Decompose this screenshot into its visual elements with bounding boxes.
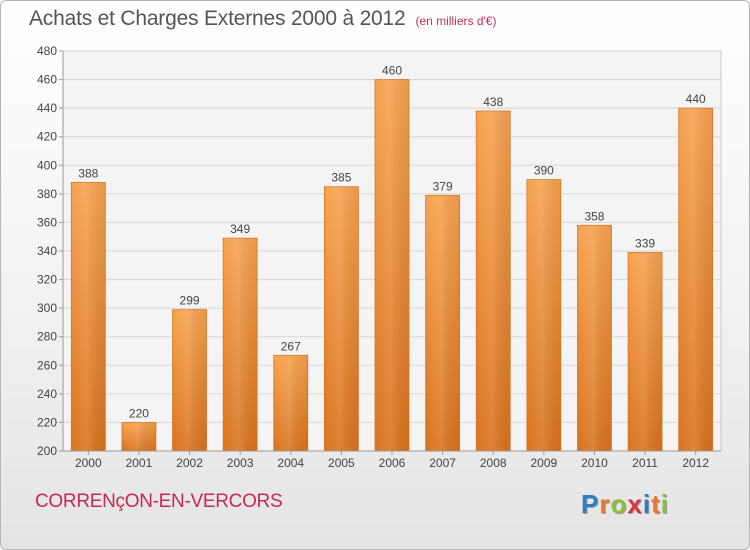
x-tick-label: 2011 (632, 456, 658, 470)
proxiti-logo: Proxiti (581, 489, 669, 520)
logo-letter: r (599, 489, 611, 519)
x-tick-label: 2002 (176, 456, 203, 470)
bar-shine (223, 238, 258, 451)
y-tick-label: 460 (37, 73, 57, 87)
bar-shine (577, 225, 612, 451)
y-tick-label: 320 (37, 273, 57, 287)
data-label: 460 (382, 64, 402, 78)
data-label: 299 (180, 294, 200, 308)
data-label: 220 (129, 406, 149, 420)
logo-letter: i (642, 489, 652, 519)
logo-letter: t (651, 489, 661, 519)
data-label: 438 (483, 95, 503, 109)
y-tick-label: 200 (37, 444, 57, 458)
x-tick-label: 2008 (480, 456, 507, 470)
y-tick-label: 240 (37, 387, 57, 401)
title-text: Achats et Charges Externes 2000 à 2012 (29, 7, 406, 30)
logo-letter: i (660, 489, 669, 519)
data-label: 379 (433, 179, 453, 193)
bar-shine (425, 195, 460, 451)
bar-shine (375, 79, 409, 452)
x-tick-label: 2001 (126, 456, 153, 470)
data-label: 339 (635, 236, 655, 250)
y-tick-label: 260 (37, 358, 57, 372)
x-tick-label: 2010 (581, 456, 608, 470)
x-tick-label: 2006 (379, 456, 406, 470)
x-tick-label: 2009 (530, 456, 557, 470)
data-label: 385 (331, 171, 351, 185)
data-label: 349 (230, 222, 250, 236)
bar-shine (273, 355, 308, 451)
logo-letter: x (627, 489, 643, 519)
unit-text: (en milliers d'€) (415, 14, 497, 28)
data-label: 358 (584, 209, 604, 223)
bar-shine (172, 309, 207, 451)
x-tick-label: 2005 (328, 456, 355, 470)
y-tick-label: 440 (37, 101, 57, 115)
data-label: 388 (78, 166, 98, 180)
bars (70, 79, 714, 452)
logo-letter: o (610, 489, 628, 519)
data-label: 440 (686, 92, 706, 106)
y-tick-label: 420 (37, 130, 57, 144)
bar-shine (628, 252, 663, 451)
bar-shine (324, 186, 359, 451)
bar-shine (678, 108, 713, 452)
bar-shine (526, 179, 561, 452)
y-axis: 200 220 240 260 280 300 320 340 360 380 400 420 440 4… (37, 44, 64, 458)
y-tick-label: 280 (37, 330, 57, 344)
logo-letter: P (581, 489, 600, 519)
x-tick-label: 2012 (682, 456, 709, 470)
data-label: 267 (281, 339, 301, 353)
x-tick-label: 2007 (429, 456, 456, 470)
bar-shine (121, 422, 156, 451)
y-tick-label: 220 (37, 415, 57, 429)
y-tick-label: 300 (37, 301, 57, 315)
commune-name: CORRENçON-EN-VERCORS (35, 491, 283, 512)
x-axis: 2000 2001 2002 2003 2004 2005 2006 2007 2008 2009… (63, 450, 721, 470)
y-tick-label: 480 (37, 44, 57, 58)
x-tick-label: 2004 (277, 456, 304, 470)
data-labels: 388 220 299 349 267 385 460 379 438 390 358 339 440 (78, 64, 706, 421)
y-tick-label: 340 (37, 244, 57, 258)
y-tick-label: 380 (37, 187, 57, 201)
y-tick-label: 400 (37, 158, 57, 172)
data-label: 390 (534, 164, 554, 178)
bar-shine (71, 182, 106, 451)
x-tick-label: 2003 (227, 456, 254, 470)
y-tick-label: 360 (37, 215, 57, 229)
x-tick-label: 2000 (75, 456, 102, 470)
chart-title: Achats et Charges Externes 2000 à 2012 (e… (29, 7, 496, 31)
bar-shine (476, 111, 511, 451)
